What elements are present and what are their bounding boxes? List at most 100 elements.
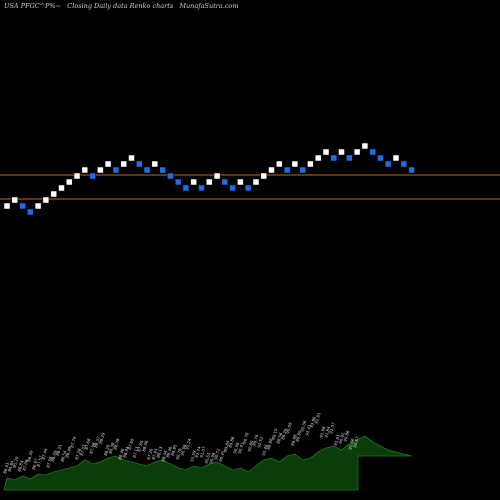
- volume-value-label: 91.84: [323, 425, 331, 438]
- up-brick: [268, 166, 275, 174]
- up-brick: [42, 196, 50, 204]
- up-brick: [3, 202, 11, 210]
- volume-value-label: 87.57: [36, 454, 44, 467]
- volume-value-label: 92.81: [314, 411, 322, 424]
- volume-value-label: 90.80: [247, 439, 255, 452]
- volume-value-label: 90.45: [218, 449, 226, 462]
- down-brick: [384, 160, 392, 168]
- volume-value-label: 87.06: [21, 458, 29, 471]
- up-brick: [81, 166, 89, 174]
- volume-value-label: 87.68: [84, 437, 92, 450]
- down-brick: [136, 160, 143, 168]
- up-brick: [260, 172, 267, 180]
- volume-value-label: 91.74: [194, 445, 202, 458]
- volume-panel: [3, 435, 412, 491]
- volume-value-label: 91.06: [347, 437, 355, 450]
- down-brick: [167, 172, 174, 180]
- volume-value-label: 90.86: [343, 429, 351, 442]
- volume-value-label: 88.08: [112, 437, 120, 450]
- chart-description: Closing Daily data Renko charts: [67, 2, 174, 10]
- up-brick: [50, 190, 57, 198]
- volume-area: [3, 435, 412, 491]
- down-brick: [369, 148, 376, 156]
- volume-value-label: 89.85: [170, 443, 178, 456]
- volume-value-label: 89.98: [290, 433, 298, 446]
- volume-value-label: 90.78: [242, 431, 250, 444]
- volume-value-label: 89.86: [227, 435, 235, 448]
- up-brick: [190, 178, 197, 186]
- up-brick: [322, 148, 330, 156]
- down-brick: [346, 154, 353, 162]
- volume-value-label: 91.24: [184, 437, 192, 450]
- up-brick: [206, 178, 213, 186]
- volume-value-label: 87.65: [136, 439, 144, 452]
- volume-value-label: 88.34: [160, 449, 168, 462]
- up-brick: [65, 178, 73, 186]
- volume-value-label: 89.76: [251, 433, 259, 446]
- volume-value-label: 90.92: [338, 431, 346, 444]
- volume-value-label: 91.59: [189, 449, 197, 462]
- up-brick: [120, 160, 127, 168]
- up-brick: [291, 160, 299, 168]
- volume-value-label: 86.83: [17, 459, 25, 472]
- volume-value-label: 88.54: [60, 449, 68, 462]
- down-brick: [198, 184, 205, 192]
- down-brick: [408, 166, 415, 174]
- volume-value-label: 90.67: [352, 435, 360, 448]
- volume-value-label: 87.49: [41, 447, 49, 460]
- volume-value-label: 88.09: [50, 449, 58, 462]
- volume-value-label: 91.52: [256, 435, 264, 448]
- volume-value-label: 91.63: [333, 433, 341, 446]
- volume-value-label: 91.37: [328, 421, 336, 434]
- volume-value-label: 90.72: [213, 447, 221, 460]
- down-brick: [229, 184, 236, 192]
- up-brick: [252, 178, 260, 186]
- volume-value-label: 89.15: [271, 427, 279, 440]
- volume-value-label: 90.61: [204, 451, 212, 464]
- up-brick: [104, 160, 112, 168]
- down-brick: [174, 178, 182, 186]
- site-label: MunafaSutra.com: [179, 2, 239, 10]
- down-brick: [182, 184, 190, 192]
- down-brick: [19, 202, 26, 210]
- volume-value-label: 87.69: [127, 437, 135, 450]
- volume-value-label: 90.98: [208, 451, 216, 464]
- down-brick: [330, 154, 338, 162]
- volume-value-label: 89.46: [165, 445, 173, 458]
- volume-value-label: 87.58: [45, 455, 53, 468]
- down-brick: [299, 166, 306, 174]
- down-brick: [27, 208, 34, 216]
- volume-value-label: 88.29: [98, 431, 106, 444]
- down-brick: [112, 166, 120, 174]
- up-brick: [392, 154, 400, 162]
- level-lines: [0, 174, 500, 200]
- volume-value-label: 91.48: [261, 443, 269, 456]
- volume-value-label: 86.39: [26, 449, 34, 462]
- down-brick: [377, 154, 384, 162]
- volume-value-label: 90.38: [232, 441, 240, 454]
- up-brick: [307, 160, 314, 168]
- volume-value-label: 88.26: [103, 443, 111, 456]
- volume-value-label: 84.84: [7, 459, 15, 472]
- volume-value-label: 91.86: [309, 415, 317, 428]
- volume-value-label: 87.93: [151, 447, 159, 460]
- down-brick: [244, 184, 252, 192]
- volume-value-label: 90.06: [299, 419, 307, 432]
- up-brick: [276, 160, 283, 168]
- up-brick: [97, 166, 104, 174]
- volume-labels: 86.4184.8485.2986.8387.0686.3986.9787.57…: [2, 411, 360, 474]
- volume-value-label: 89.26: [280, 427, 288, 440]
- volume-value-label: 87.96: [88, 441, 96, 454]
- volume-value-label: 85.29: [12, 455, 20, 468]
- volume-value-label: 88.37: [93, 435, 101, 448]
- volume-value-label: 88.46: [117, 447, 125, 460]
- volume-value-label: 88.31: [55, 443, 63, 456]
- up-brick: [11, 196, 19, 204]
- volume-value-label: 87.13: [132, 445, 140, 458]
- volume-value-label: 86.97: [31, 457, 39, 470]
- volume-value-label: 87.79: [69, 435, 77, 448]
- down-brick: [283, 166, 291, 174]
- volume-value-label: 89.88: [266, 437, 274, 450]
- volume-value-label: 90.09: [285, 421, 293, 434]
